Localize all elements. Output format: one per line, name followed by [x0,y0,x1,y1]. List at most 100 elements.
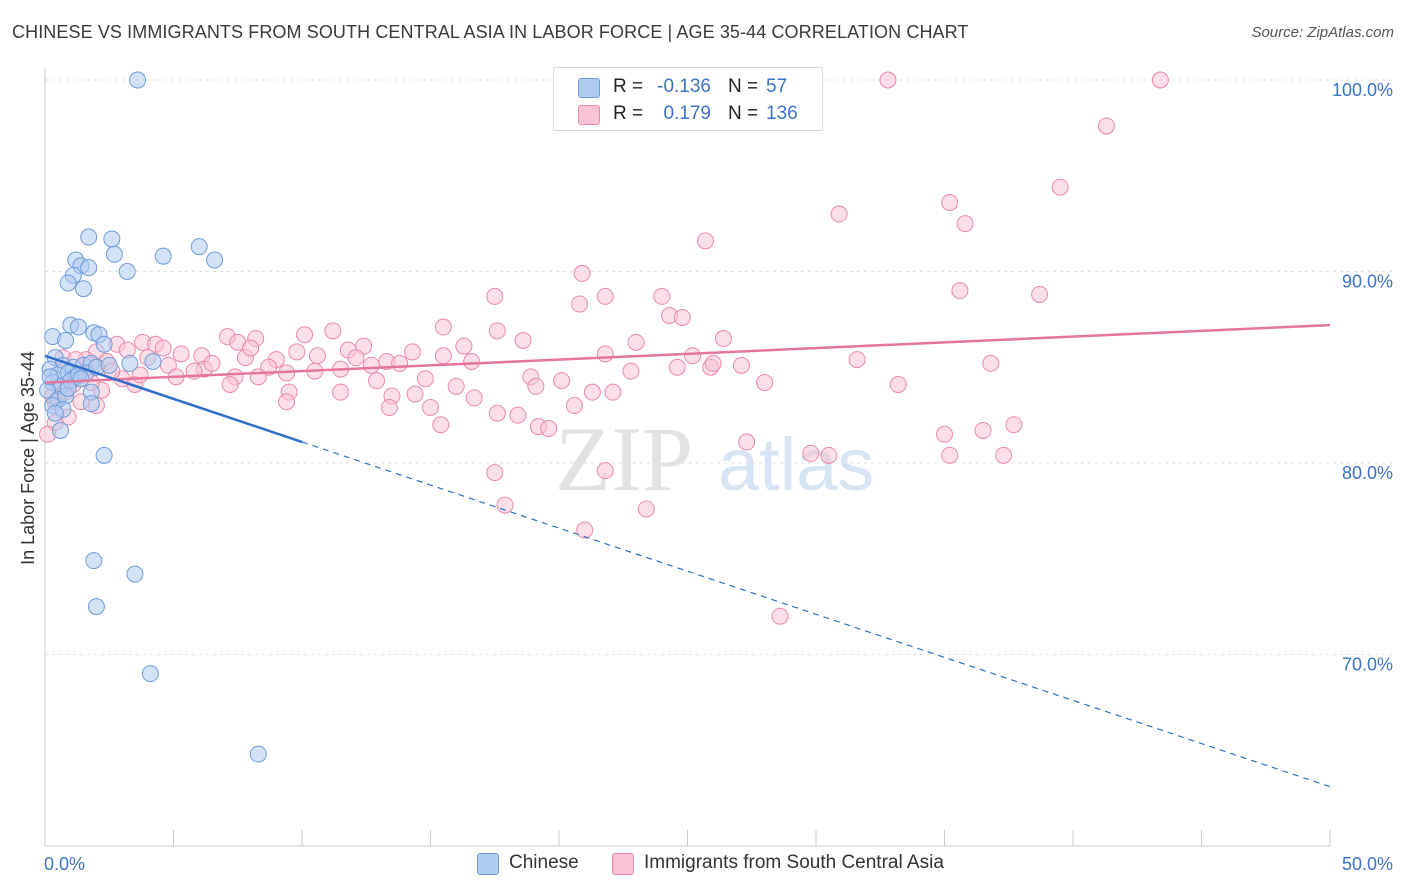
data-point-immigrants [995,446,1013,464]
data-point-immigrants [848,351,866,369]
data-point-immigrants [242,339,260,357]
y-tick-label: 80.0% [1342,463,1393,483]
legend-r-value: 0.179 [663,103,711,124]
data-point-chinese [59,274,77,292]
data-point-immigrants [540,420,558,438]
data-point-immigrants [249,368,267,386]
data-point-chinese [80,259,98,277]
watermark-zip: ZIP [555,408,693,510]
legend-swatch-immigrants [578,105,600,125]
data-point-immigrants [802,444,820,462]
data-point-immigrants [1005,416,1023,434]
data-point-immigrants [368,372,386,390]
data-point-immigrants [951,282,969,300]
bottom-legend-label-chinese: Chinese [509,852,579,873]
y-tick-label: 70.0% [1342,655,1393,675]
data-point-immigrants [941,194,959,212]
data-point-immigrants [1031,285,1049,303]
bottom-legend-swatch-immigrants [612,853,634,875]
trendline-chinese-solid [44,354,303,444]
x-ticks [44,830,1331,846]
data-point-immigrants [982,354,1000,372]
y-tick-label: 100.0% [1332,80,1393,100]
data-point-immigrants [324,322,342,340]
legend-r-label: R = [613,103,644,124]
data-point-immigrants [432,416,450,434]
data-point-immigrants [738,433,756,451]
data-point-chinese [51,421,69,439]
data-point-immigrants [889,375,907,393]
data-point-immigrants [756,374,774,392]
data-point-immigrants [571,295,589,313]
data-point-chinese [82,395,100,413]
data-point-immigrants [486,287,504,305]
legend-r-value: -0.136 [657,76,711,97]
legend-n-value: 136 [766,103,798,124]
data-point-chinese [141,665,159,683]
data-point-immigrants [422,398,439,416]
data-point-immigrants [288,343,306,361]
bottom-legend-label-immigrants: Immigrants from South Central Asia [644,852,944,873]
y-tick-label: 90.0% [1342,272,1393,292]
data-point-immigrants [221,375,239,393]
data-point-chinese [75,280,93,298]
data-point-immigrants [668,358,686,376]
watermark: ZIP atlas [555,408,874,510]
data-point-chinese [129,71,147,89]
data-point-immigrants [696,232,714,250]
data-point-immigrants [583,383,601,401]
data-point-chinese [206,251,224,269]
data-point-immigrants [380,398,398,416]
data-point-chinese [190,238,208,256]
data-point-immigrants [509,406,527,424]
data-point-immigrants [447,377,465,395]
data-point-chinese [105,245,123,263]
series-immigrants-points [39,71,1169,625]
data-point-immigrants [830,205,848,223]
data-point-immigrants [463,353,481,371]
data-point-immigrants [203,354,221,372]
data-point-immigrants [565,397,583,415]
data-point-chinese [57,331,75,349]
legend-n-value: 57 [766,76,788,97]
data-point-immigrants [622,362,640,380]
data-point-immigrants [496,496,514,514]
data-point-chinese [95,335,113,353]
data-point-immigrants [434,318,452,336]
legend-n-label: N = [728,76,759,97]
data-point-immigrants [296,326,314,344]
data-point-immigrants [172,345,190,363]
data-point-immigrants [596,462,614,480]
data-point-immigrants [406,385,424,403]
data-point-immigrants [879,71,897,89]
data-point-immigrants [1151,71,1169,89]
data-point-immigrants [154,339,172,357]
data-point-chinese [69,318,87,336]
data-point-immigrants [673,308,691,326]
data-point-immigrants [820,446,838,464]
legend-box: R = -0.136 N = 57 R = 0.179 N = 136 [553,67,823,131]
data-point-immigrants [653,287,671,305]
data-point-chinese [72,370,90,388]
data-point-immigrants [596,287,614,305]
data-point-immigrants [527,377,545,395]
data-point-immigrants [684,347,702,365]
legend-r-label: R = [613,76,644,97]
data-point-chinese [121,354,139,372]
data-point-immigrants [308,347,326,365]
data-point-immigrants [455,337,473,355]
data-point-chinese [100,356,118,374]
data-point-immigrants [332,383,350,401]
chart-title: CHINESE VS IMMIGRANTS FROM SOUTH CENTRAL… [12,22,969,42]
data-point-immigrants [956,215,974,233]
y-tick-labels: 70.0% 80.0% 90.0% 100.0% [1332,80,1393,675]
legend-swatch-chinese [578,78,600,98]
trendline-chinese-dashed [301,441,1331,788]
data-point-chinese [118,263,136,280]
data-point-immigrants [1097,117,1115,135]
legend-n-label: N = [728,103,759,124]
data-point-chinese [126,565,144,583]
data-point-chinese [46,404,64,422]
data-point-immigrants [974,421,992,439]
